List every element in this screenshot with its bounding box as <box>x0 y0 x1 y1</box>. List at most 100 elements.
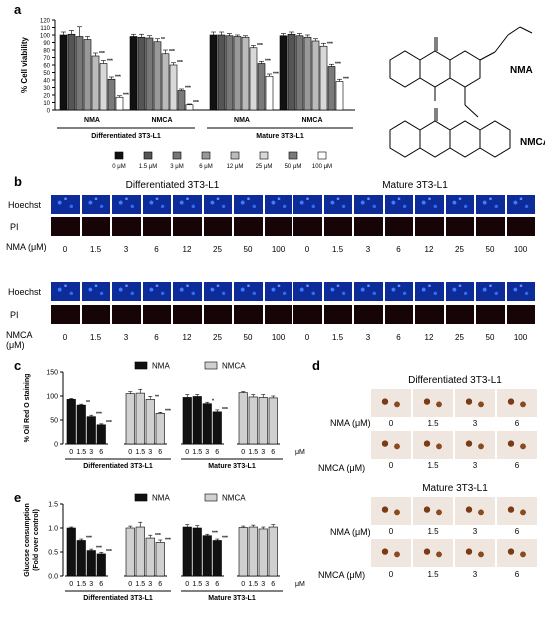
b-title-mature: Mature 3T3-L1 <box>382 180 448 191</box>
concentration-label: 50 <box>243 333 253 342</box>
bar <box>258 397 268 445</box>
y-tick-label: 60 <box>43 64 50 70</box>
bar <box>177 90 186 111</box>
bar <box>145 537 155 577</box>
significance-mark: *** <box>177 60 183 66</box>
bar <box>238 392 248 445</box>
x-tick-label: 0 <box>128 449 132 456</box>
pi-tile <box>233 216 264 237</box>
y-axis-title: % Oil Red O staining <box>24 374 31 443</box>
bar <box>335 81 344 111</box>
hoechst-tile <box>202 281 233 302</box>
bar <box>155 412 165 445</box>
y-tick-label: 90 <box>43 41 50 47</box>
hoechst-tile <box>111 194 142 215</box>
bar <box>145 37 154 111</box>
hoechst-tile <box>353 281 384 302</box>
hoechst-tile <box>50 281 81 302</box>
significance-mark: ** <box>161 37 165 43</box>
pi-tile <box>414 304 445 325</box>
y-tick-label: 50 <box>43 71 50 77</box>
b-row-hoechst-1: Hoechst <box>8 200 42 210</box>
pi-tile <box>383 216 414 237</box>
pi-tile <box>172 216 203 237</box>
pi-tile <box>202 304 233 325</box>
concentration-label: 100 <box>513 245 528 254</box>
legend-label: 25 μM <box>256 164 273 170</box>
bar <box>99 63 108 111</box>
y-tick-label: 150 <box>46 370 58 377</box>
oil-red-o-tile <box>412 430 454 460</box>
concentration-label: 1.5 <box>89 245 102 254</box>
pi-tile <box>353 216 384 237</box>
hoechst-tile <box>172 281 203 302</box>
x-tick-label: 0 <box>185 449 189 456</box>
pi-tile <box>263 304 294 325</box>
pi-tile <box>444 216 475 237</box>
oil-red-o-tile <box>454 430 496 460</box>
concentration-label: 25 <box>213 245 222 254</box>
oil-red-o-tile <box>496 388 538 418</box>
concentration-label: 3 <box>472 461 478 470</box>
hoechst-tile <box>444 194 475 215</box>
oil-red-o-tile <box>370 430 412 460</box>
bar <box>233 36 242 111</box>
significance-mark: *** <box>222 407 228 413</box>
bar <box>185 104 194 111</box>
group-set-label: Mature 3T3-L1 <box>208 595 256 602</box>
hoechst-tile <box>263 194 294 215</box>
x-tick-label: 3 <box>148 449 152 456</box>
significance-mark: *** <box>96 546 102 552</box>
bar <box>209 34 218 111</box>
bar <box>129 36 138 111</box>
bar <box>145 399 155 445</box>
legend-label: 0 μM <box>112 164 125 170</box>
concentration-label: 6 <box>154 333 159 342</box>
bar <box>153 41 162 111</box>
significance-mark: *** <box>212 531 218 537</box>
pi-tile <box>292 216 323 237</box>
pi-tile <box>202 216 233 237</box>
concentration-label: 0 <box>62 245 68 254</box>
concentration-label: 6 <box>514 570 520 579</box>
pi-tile <box>111 216 142 237</box>
hoechst-tile <box>322 281 353 302</box>
legend-swatch <box>114 151 124 160</box>
significance-mark: *** <box>123 92 129 98</box>
legend-swatch <box>143 151 153 160</box>
legend-label: NMCA <box>222 494 246 503</box>
concentration-label: 0 <box>388 570 394 579</box>
legend-label: 1.5 μM <box>139 164 157 170</box>
bar <box>96 424 106 445</box>
oil-red-o-chart: 0 50 100 150 % Oil Red O staining NMA NMCA 0 ** 1… <box>24 362 305 471</box>
hoechst-tile <box>444 281 475 302</box>
group-set-label: Mature 3T3-L1 <box>208 463 256 470</box>
x-tick-label: 1.5 <box>248 449 258 456</box>
bar <box>287 33 296 111</box>
pi-tile <box>505 304 536 325</box>
oil-red-o-tile <box>412 496 454 526</box>
oil-red-o-tile <box>496 538 538 568</box>
bar <box>311 40 320 111</box>
y-tick-label: 20 <box>43 94 50 100</box>
pi-tile <box>80 304 111 325</box>
x-tick-label: 0 <box>69 581 73 588</box>
concentration-label: 3 <box>365 333 371 342</box>
concentration-label: 6 <box>154 245 159 254</box>
hoechst-tile <box>202 194 233 215</box>
pi-tile <box>111 304 142 325</box>
x-tick-label: 0 <box>69 449 73 456</box>
hoechst-tile <box>141 194 172 215</box>
bar <box>83 39 92 111</box>
y-tick-label: 30 <box>43 86 50 92</box>
y-tick-label: 50 <box>50 418 58 425</box>
hoechst-tile <box>292 281 323 302</box>
concentration-label: 3 <box>123 245 129 254</box>
concentration-label: 100 <box>271 245 286 254</box>
bar <box>161 53 170 111</box>
hoechst-tile <box>80 194 111 215</box>
hoechst-tile <box>505 281 536 302</box>
bar <box>202 403 212 445</box>
oil-red-o-tile <box>496 430 538 460</box>
